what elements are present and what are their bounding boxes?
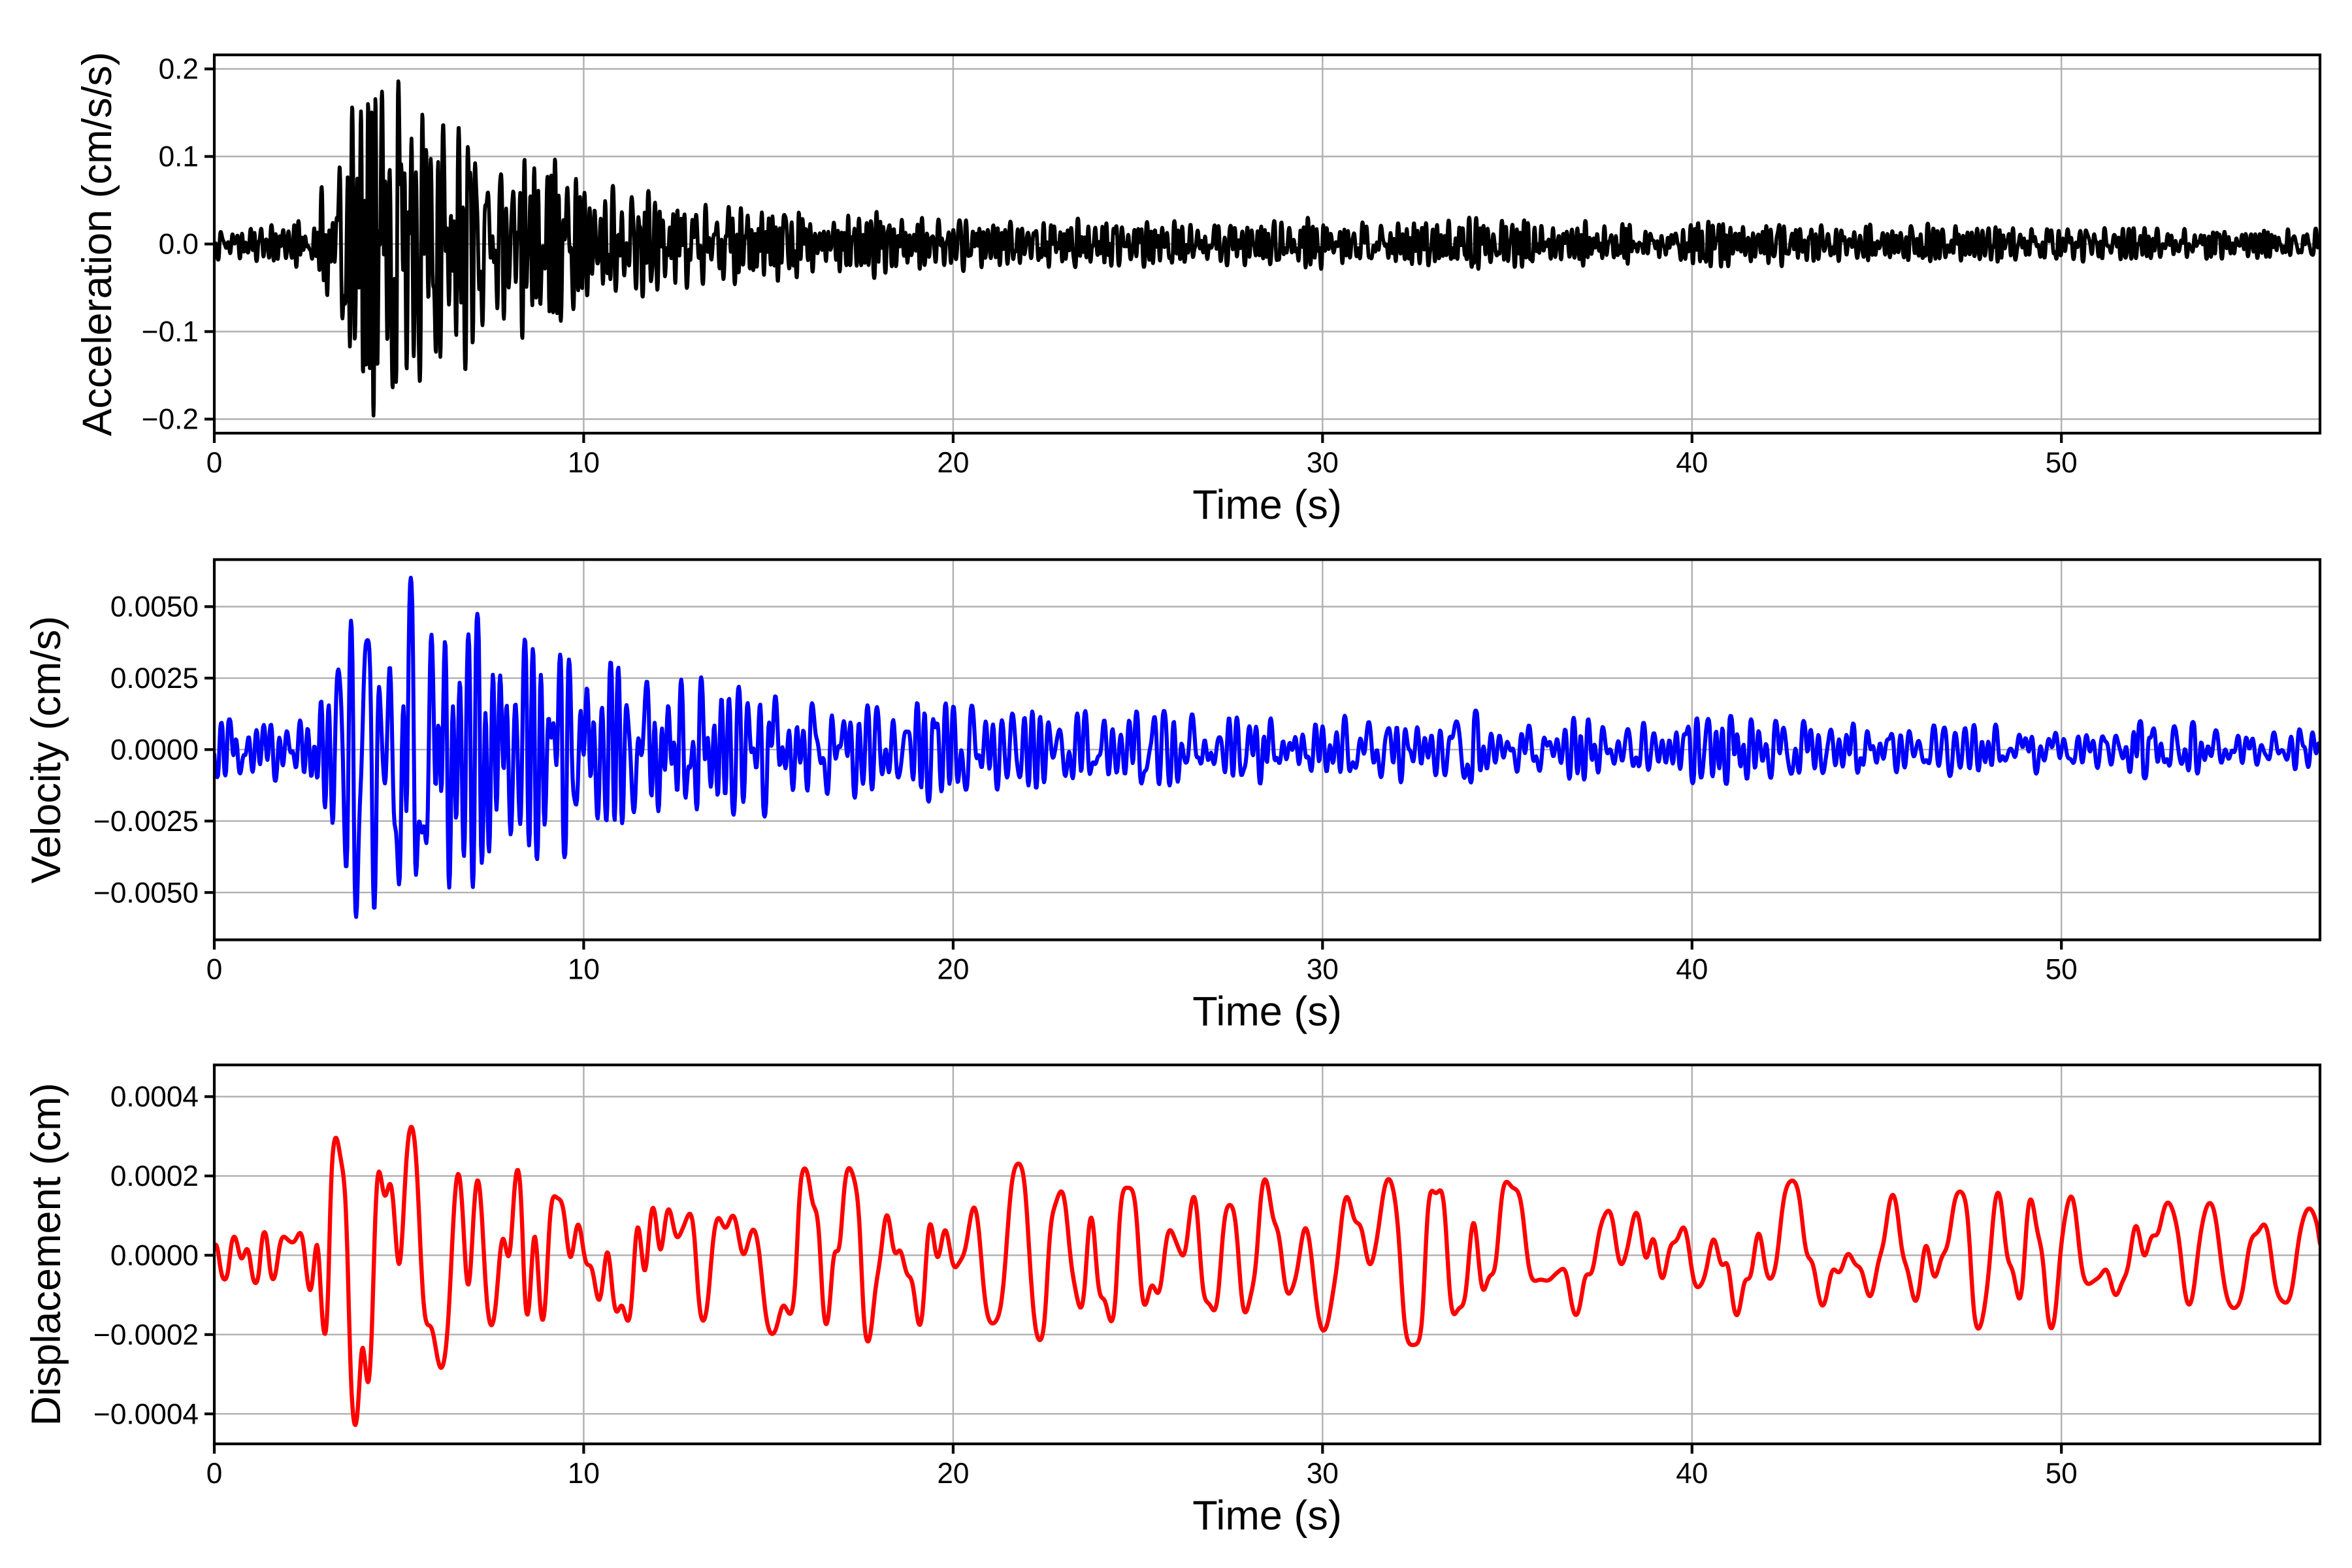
svg-text:Displacement (cm): Displacement (cm) [24, 1083, 69, 1426]
svg-text:0.0: 0.0 [159, 229, 199, 261]
svg-text:−0.0050: −0.0050 [93, 877, 199, 909]
svg-text:50: 50 [2046, 1458, 2078, 1490]
svg-text:−0.1: −0.1 [142, 316, 199, 348]
svg-text:−0.0004: −0.0004 [93, 1398, 199, 1430]
svg-text:40: 40 [1676, 954, 1708, 986]
svg-text:0.1: 0.1 [159, 141, 199, 173]
svg-text:−0.2: −0.2 [142, 404, 199, 436]
svg-text:10: 10 [568, 447, 600, 479]
svg-text:40: 40 [1676, 447, 1708, 479]
svg-text:30: 30 [1307, 954, 1339, 986]
svg-text:0.0002: 0.0002 [110, 1160, 199, 1192]
svg-text:Time (s): Time (s) [1192, 989, 1342, 1035]
svg-text:Acceleration (cm/s/s): Acceleration (cm/s/s) [74, 52, 120, 436]
svg-text:0.0050: 0.0050 [110, 591, 199, 623]
svg-text:20: 20 [937, 1458, 969, 1490]
svg-text:Time (s): Time (s) [1192, 1493, 1342, 1539]
svg-text:0: 0 [206, 447, 223, 479]
svg-text:40: 40 [1676, 1458, 1708, 1490]
svg-text:10: 10 [568, 1458, 600, 1490]
svg-text:10: 10 [568, 954, 600, 986]
svg-text:0.0004: 0.0004 [110, 1081, 199, 1113]
svg-text:30: 30 [1307, 447, 1339, 479]
svg-text:0.0000: 0.0000 [110, 734, 199, 766]
svg-text:50: 50 [2046, 447, 2078, 479]
svg-text:20: 20 [937, 954, 969, 986]
svg-text:0.0025: 0.0025 [110, 662, 199, 694]
svg-text:0.2: 0.2 [159, 54, 199, 86]
svg-text:Time (s): Time (s) [1192, 482, 1342, 528]
svg-text:Velocity (cm/s): Velocity (cm/s) [24, 616, 69, 884]
svg-text:50: 50 [2046, 954, 2078, 986]
svg-text:−0.0025: −0.0025 [93, 806, 199, 838]
svg-text:20: 20 [937, 447, 969, 479]
svg-text:−0.0002: −0.0002 [93, 1319, 199, 1351]
svg-text:0: 0 [206, 1458, 223, 1490]
svg-text:30: 30 [1307, 1458, 1339, 1490]
svg-text:0.0000: 0.0000 [110, 1240, 199, 1272]
svg-text:0: 0 [206, 954, 223, 986]
